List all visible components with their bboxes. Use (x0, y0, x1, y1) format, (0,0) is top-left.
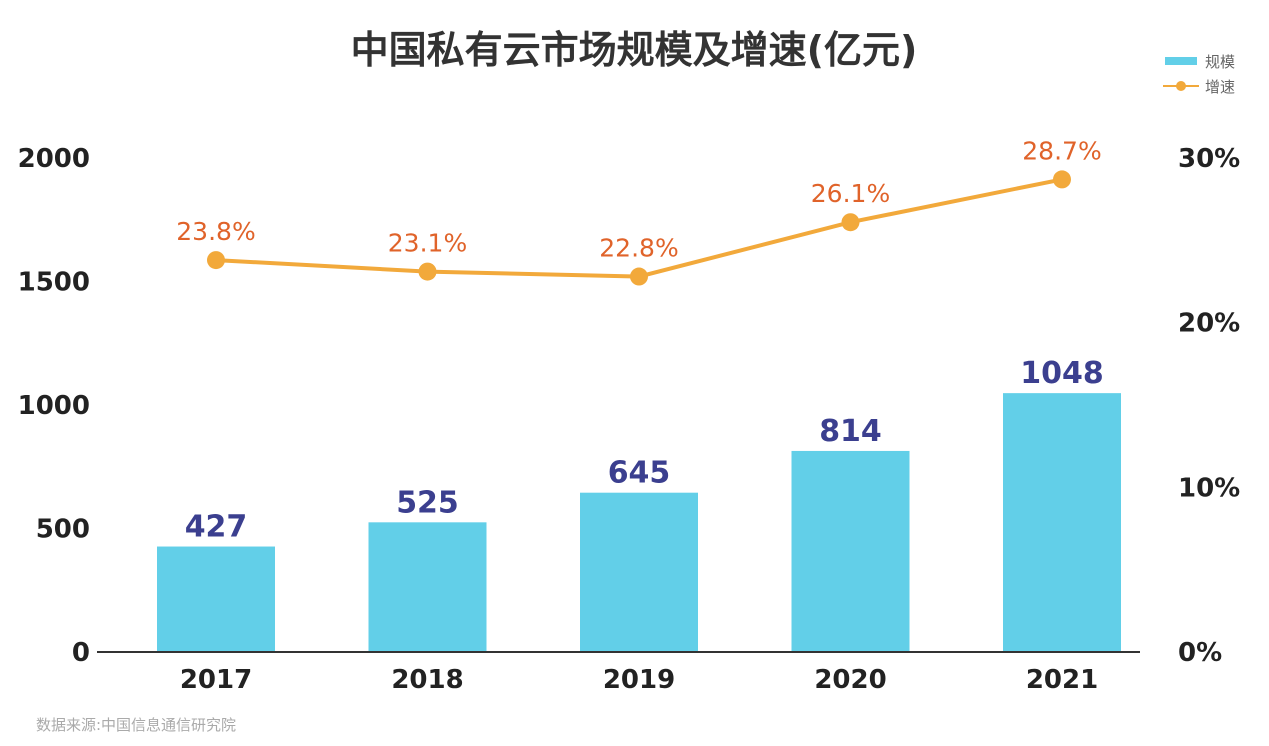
legend: 规模 增速 (1163, 53, 1235, 96)
x-axis-tick-label: 2018 (391, 665, 463, 695)
right-axis-tick-label: 10% (1178, 473, 1240, 503)
right-axis-tick-label: 30% (1178, 144, 1240, 174)
bar (157, 546, 275, 652)
bar-data-label: 427 (185, 510, 248, 545)
growth-data-label: 23.8% (176, 217, 255, 246)
source-note: 数据来源:中国信息通信研究院 (36, 716, 236, 734)
growth-data-label: 22.8% (599, 234, 678, 263)
growth-data-label: 26.1% (811, 179, 890, 208)
left-axis-tick-label: 1000 (18, 391, 90, 421)
x-axis-tick-label: 2019 (603, 665, 675, 695)
left-axis-tick-label: 1500 (18, 268, 90, 298)
growth-data-label: 28.7% (1022, 136, 1101, 165)
growth-point (418, 262, 437, 281)
legend-label-bar: 规模 (1205, 53, 1235, 71)
bar-data-label: 525 (396, 485, 459, 520)
x-axis-tick-label: 2017 (180, 665, 252, 695)
x-axis-tick-label: 2020 (814, 665, 886, 695)
x-axis-tick-label: 2021 (1026, 665, 1098, 695)
legend-line-marker (1176, 81, 1186, 91)
growth-point (207, 251, 225, 270)
bar (1003, 393, 1121, 652)
bar-data-label: 1048 (1020, 356, 1104, 391)
left-axis-tick-label: 500 (36, 515, 90, 545)
right-axis-tick-label: 0% (1178, 638, 1222, 668)
chart-title: 中国私有云市场规模及增速(亿元) (351, 28, 918, 72)
growth-data-label: 23.1% (388, 229, 467, 258)
right-axis-tick-label: 20% (1178, 309, 1240, 339)
legend-bar-swatch (1165, 57, 1197, 65)
growth-point (630, 267, 648, 286)
left-axis-tick-label: 0 (72, 638, 90, 668)
bar-data-label: 645 (608, 456, 671, 491)
bar-data-label: 814 (819, 414, 882, 449)
bar (368, 522, 487, 652)
legend-label-line: 增速 (1205, 78, 1235, 96)
growth-point (841, 213, 860, 232)
bar (791, 450, 910, 652)
left-axis-tick-label: 2000 (18, 144, 90, 174)
bar (580, 492, 698, 652)
growth-point (1053, 170, 1071, 189)
